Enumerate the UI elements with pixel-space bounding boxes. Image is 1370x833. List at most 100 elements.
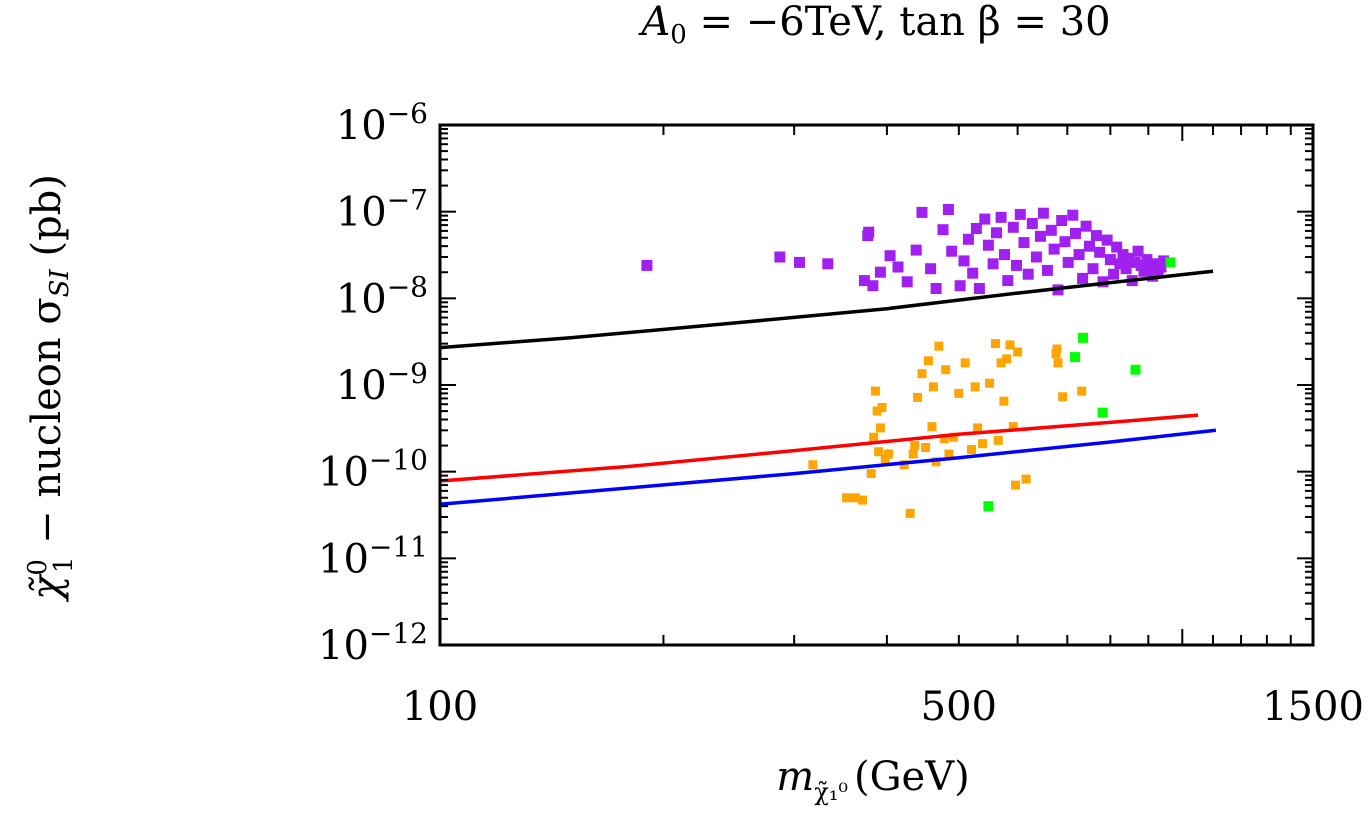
- data-point-purple: [1041, 264, 1053, 276]
- data-point-purple: [1135, 259, 1147, 271]
- data-point-purple: [1117, 249, 1129, 261]
- data-point-orange: [899, 460, 909, 470]
- data-point-purple: [1022, 268, 1034, 280]
- line-black-limit: [439, 269, 1214, 350]
- y-tick-label: 10−11: [318, 530, 428, 582]
- line-blue-limit: [439, 428, 1217, 507]
- data-point-purple: [925, 263, 937, 275]
- data-point-orange: [927, 422, 937, 432]
- data-point-orange: [808, 460, 818, 470]
- data-point-orange: [939, 434, 949, 444]
- data-point-orange: [1002, 354, 1012, 364]
- data-point-purple: [991, 227, 1002, 239]
- data-point-orange: [985, 378, 995, 388]
- data-point-green: [1097, 407, 1108, 418]
- data-point-purple: [1158, 255, 1170, 267]
- data-point-purple: [1045, 224, 1057, 236]
- data-point-purple: [1059, 236, 1071, 248]
- line-red-limit: [439, 413, 1199, 483]
- data-point-orange: [866, 469, 876, 479]
- data-point-purple: [1056, 215, 1068, 226]
- data-point-purple: [942, 204, 954, 215]
- data-point-purple: [1070, 228, 1081, 239]
- data-point-purple: [1011, 259, 1022, 271]
- data-point-orange: [884, 449, 893, 459]
- data-point-orange: [1052, 344, 1062, 354]
- data-point-purple: [1144, 263, 1156, 275]
- data-point-green: [1078, 332, 1088, 343]
- data-point-orange: [934, 341, 944, 351]
- data-point-orange: [851, 493, 861, 503]
- data-point-purple: [1087, 263, 1099, 275]
- data-point-orange: [905, 508, 915, 518]
- y-tick-label: 10−7: [336, 184, 428, 236]
- data-point-orange: [880, 454, 890, 464]
- data-point-purple: [1034, 230, 1046, 242]
- data-point-purple: [979, 213, 991, 225]
- data-point-orange: [874, 447, 884, 457]
- data-point-orange: [913, 392, 923, 402]
- data-point-purple: [1094, 246, 1106, 258]
- data-point-orange: [921, 443, 931, 452]
- data-point-purple: [946, 245, 958, 257]
- y-axis-label: χ̃01 − nucleon σSI (pb): [23, 174, 79, 603]
- data-point-purple: [1129, 256, 1141, 268]
- data-point-purple: [1073, 249, 1085, 261]
- data-layer: [439, 204, 1217, 518]
- data-point-orange: [870, 386, 880, 396]
- data-point-purple: [1002, 275, 1014, 287]
- data-point-purple: [1141, 254, 1153, 266]
- data-point-purple: [1048, 243, 1060, 255]
- data-point-purple: [1111, 241, 1123, 253]
- data-point-orange: [960, 358, 970, 368]
- data-point-green: [983, 501, 994, 512]
- data-point-purple: [1132, 245, 1144, 257]
- data-point-purple: [1101, 234, 1113, 246]
- data-point-purple: [874, 266, 886, 278]
- data-point-orange: [996, 358, 1006, 368]
- data-point-purple: [970, 223, 982, 234]
- data-point-purple: [1067, 209, 1079, 221]
- data-point-purple: [1114, 258, 1126, 270]
- data-point-purple: [973, 283, 985, 294]
- series-orange: [808, 339, 1087, 518]
- series-green: [983, 257, 1176, 512]
- data-point-purple: [822, 258, 834, 270]
- data-point-orange: [944, 449, 954, 459]
- data-point-orange: [842, 493, 852, 503]
- x-tick-label: 1500: [1262, 684, 1364, 730]
- data-point-orange: [928, 382, 938, 392]
- y-tick-label: 10−8: [336, 270, 428, 322]
- data-point-purple: [967, 267, 979, 279]
- data-point-orange: [910, 441, 920, 451]
- data-point-orange: [1005, 340, 1015, 350]
- data-point-green: [1165, 257, 1176, 268]
- data-point-green: [1130, 364, 1141, 375]
- y-tick-label: 10−6: [336, 97, 428, 149]
- data-point-orange: [1058, 392, 1068, 402]
- data-point-purple: [1007, 221, 1019, 233]
- data-point-purple: [962, 233, 974, 245]
- data-point-purple: [995, 211, 1007, 223]
- data-point-purple: [982, 239, 994, 251]
- series-purple: [641, 204, 1170, 296]
- data-point-orange: [990, 339, 1000, 349]
- data-point-purple: [1120, 263, 1132, 275]
- data-point-purple: [641, 259, 653, 271]
- y-tick-label: 10−10: [318, 444, 428, 496]
- data-point-purple: [1077, 272, 1089, 284]
- data-point-orange: [1077, 386, 1087, 396]
- data-point-orange: [999, 396, 1009, 406]
- data-point-purple: [1062, 256, 1074, 268]
- data-point-purple: [1149, 258, 1161, 270]
- data-point-purple: [867, 280, 879, 292]
- data-point-orange: [917, 369, 927, 379]
- data-point-orange: [1051, 349, 1061, 359]
- data-point-purple: [916, 206, 928, 218]
- data-point-orange: [970, 382, 980, 392]
- data-point-orange: [978, 439, 987, 449]
- data-point-orange: [1053, 358, 1063, 368]
- data-point-orange: [954, 388, 964, 398]
- data-point-purple: [954, 280, 966, 292]
